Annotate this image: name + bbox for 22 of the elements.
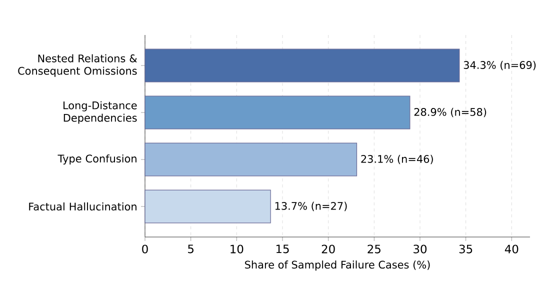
y-tick-label: Factual Hallucination xyxy=(29,202,136,211)
bar xyxy=(144,142,358,176)
x-tick-label: 25 xyxy=(368,244,380,254)
y-tick-label: Type Confusion xyxy=(58,154,136,165)
x-tick-label: 20 xyxy=(322,244,335,254)
data-label: 13.7% (n=27) xyxy=(275,202,347,212)
y-tick-label: Long-Distance Dependencies xyxy=(64,101,137,124)
x-tick-label: 0 xyxy=(142,244,148,254)
bar xyxy=(144,48,460,82)
bar xyxy=(144,190,271,224)
x-tick-label: 35 xyxy=(459,244,472,254)
bar xyxy=(144,96,410,130)
x-tick-label: 10 xyxy=(230,244,244,254)
x-tick-label: 30 xyxy=(414,244,427,254)
y-tick-label: Nested Relations & Consequent Omissions xyxy=(18,54,137,77)
data-label: 28.9% (n=58) xyxy=(414,108,486,118)
data-label: 23.1% (n=46) xyxy=(361,154,433,164)
x-tick-label: 40 xyxy=(504,244,518,254)
x-tick-label: 5 xyxy=(188,244,194,254)
x-tick-label: 15 xyxy=(276,244,289,254)
data-label: 34.3% (n=69) xyxy=(464,60,536,70)
x-axis-title: Share of Sampled Failure Cases (%) xyxy=(245,260,430,271)
